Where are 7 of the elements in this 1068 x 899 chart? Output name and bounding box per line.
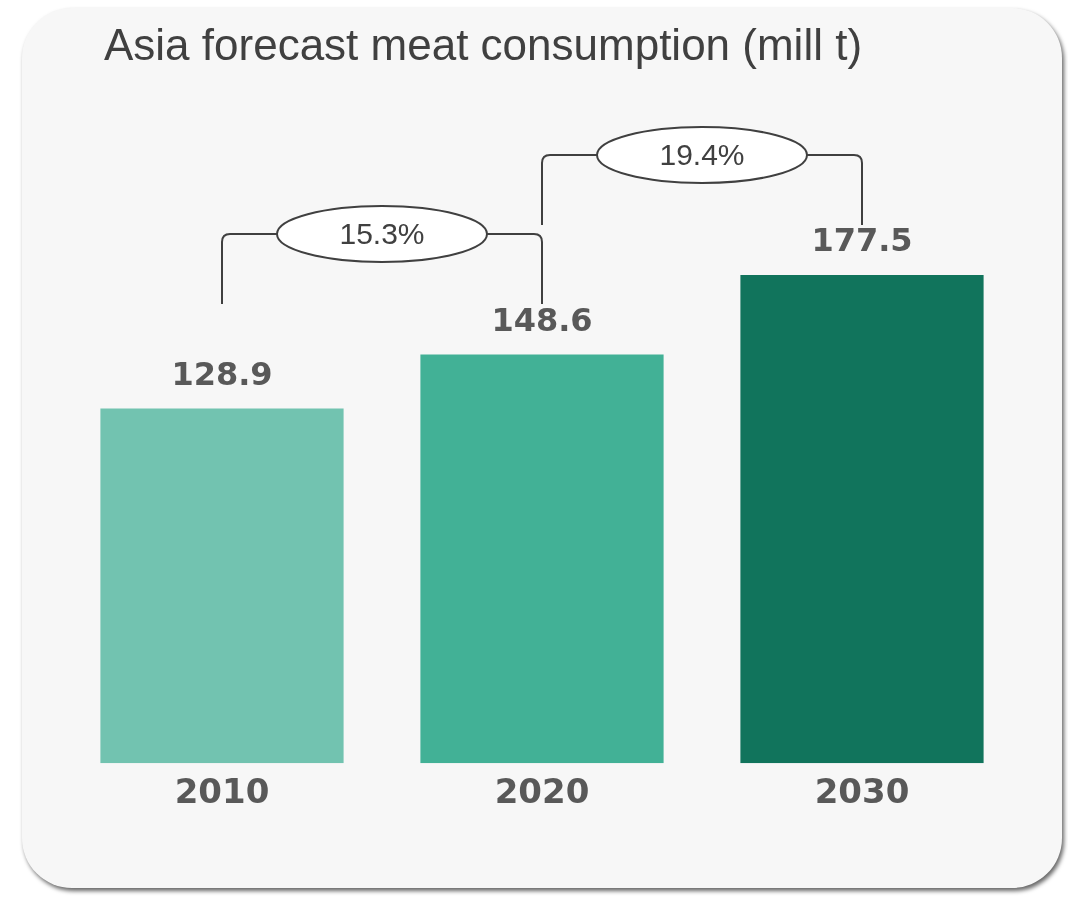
x-tick-label: 2020 <box>494 771 590 812</box>
bracket: 19.4% <box>540 124 864 225</box>
x-tick-label: 2010 <box>174 771 270 812</box>
chart-title: Asia forecast meat consumption (mill t) <box>104 20 863 70</box>
bracket: 15.3% <box>220 204 544 305</box>
x-tick-label: 2030 <box>814 771 910 812</box>
data-label: 128.9 <box>171 354 273 393</box>
